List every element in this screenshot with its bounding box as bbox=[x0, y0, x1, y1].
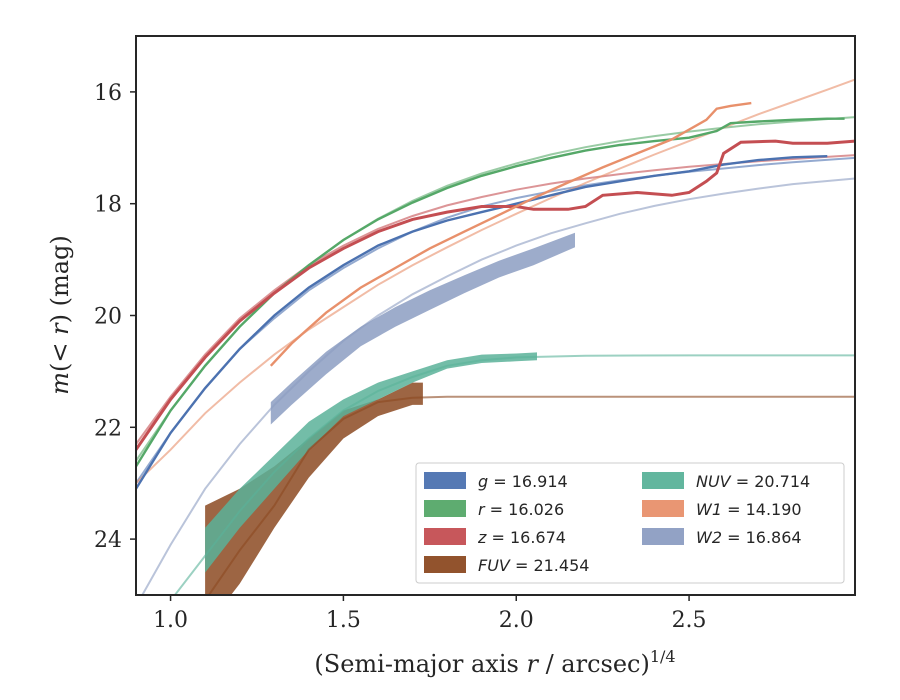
legend-entries: g = 16.914 r = 16.026 z = 16.674 FUV = 21.4… bbox=[424, 472, 810, 575]
data-line-z bbox=[136, 139, 855, 451]
band-nuv bbox=[205, 352, 537, 573]
legend-swatch-w2 bbox=[642, 528, 684, 545]
model-line-w1 bbox=[136, 78, 855, 484]
model-line-w2 bbox=[141, 177, 855, 595]
legend-swatch-fuv bbox=[424, 556, 466, 573]
model-line-fuv bbox=[207, 395, 855, 595]
data-layer bbox=[136, 101, 855, 490]
x-tick-label: 1.0 bbox=[153, 608, 188, 633]
legend-box bbox=[415, 462, 845, 584]
model-line-nuv bbox=[173, 354, 855, 595]
y-axis-ticks: 16 18 20 22 24 bbox=[94, 81, 136, 553]
legend-label-z: z = 16.674 bbox=[477, 528, 566, 547]
band-w2 bbox=[270, 232, 575, 425]
legend: g = 16.914 r = 16.026 z = 16.674 FUV = 21.4… bbox=[415, 462, 845, 584]
data-line-w1 bbox=[269, 101, 752, 367]
legend-swatch-z bbox=[424, 528, 466, 545]
legend-label-w2: W2 = 16.864 bbox=[696, 528, 802, 547]
y-tick-label: 16 bbox=[94, 81, 122, 106]
y-tick-label: 24 bbox=[94, 528, 122, 553]
legend-label-w1: W1 = 14.190 bbox=[696, 500, 802, 519]
x-tick-label: 2.0 bbox=[499, 608, 534, 633]
band-fuv bbox=[205, 382, 423, 595]
legend-swatch-g bbox=[424, 472, 466, 489]
x-axis-title: (Semi-major axis r / arcsec)1/4 bbox=[314, 647, 675, 678]
band-layer bbox=[205, 232, 575, 595]
legend-swatch-r bbox=[424, 500, 466, 517]
data-line-g bbox=[136, 155, 828, 490]
model-line-z bbox=[136, 154, 855, 445]
legend-label-nuv: NUV = 20.714 bbox=[696, 472, 810, 491]
y-tick-label: 18 bbox=[94, 193, 122, 218]
x-tick-label: 1.5 bbox=[326, 608, 361, 633]
y-axis-title: m(< r) (mag) bbox=[46, 235, 74, 395]
legend-label-r: r = 16.026 bbox=[478, 500, 564, 519]
x-tick-label: 2.5 bbox=[672, 608, 707, 633]
legend-swatch-nuv bbox=[642, 472, 684, 489]
y-tick-label: 20 bbox=[94, 305, 122, 330]
y-tick-label: 22 bbox=[94, 416, 122, 441]
legend-swatch-w1 bbox=[642, 500, 684, 517]
x-axis-ticks: 1.0 1.5 2.0 2.5 bbox=[153, 595, 707, 633]
legend-label-fuv: FUV = 21.454 bbox=[478, 556, 589, 575]
legend-label-g: g = 16.914 bbox=[478, 472, 568, 491]
